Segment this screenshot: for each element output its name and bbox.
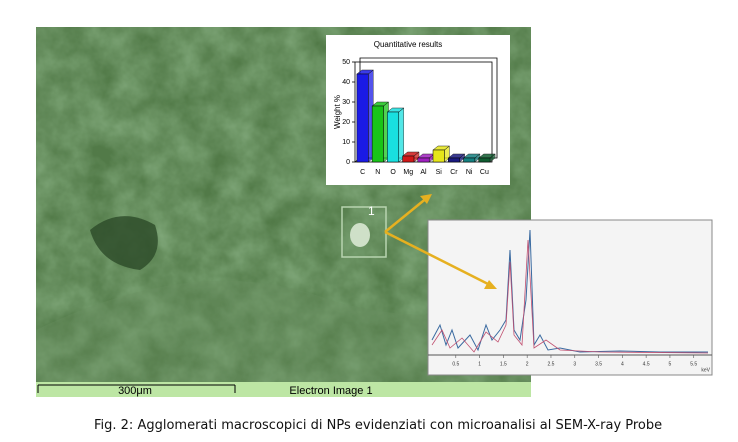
spectrum-tick-label: 3.5 [595,361,602,367]
bar [371,105,384,163]
arrow [384,230,493,288]
x-tick-label: N [375,169,380,176]
arrow [384,196,429,233]
spectrum-tick-label: 1 [478,361,481,367]
arrow-head [484,280,497,289]
marker-label: 1 [368,204,375,218]
caption-prefix: Fig. 2: [94,418,134,433]
sem-particle [350,223,370,247]
spectrum-tick-label: 2 [526,361,529,367]
bar [387,111,400,163]
info-bar [36,382,531,397]
bar [356,73,369,163]
chart-panel [326,35,510,185]
spectrum-trace [431,229,708,353]
spectrum-tick-label: 5.5 [690,361,697,367]
x-tick-label: Si [436,169,443,176]
chart: 0 10 20 30 40 50 C N O Mg Al Si Cr Ni Cu [342,57,498,176]
x-tick-label: C [360,169,365,176]
spectrum-tick-label: 4 [621,361,624,367]
y-tick-label: 10 [342,139,350,146]
sem-ridge [36,280,531,382]
arrow-head [420,194,432,204]
scale-label: 300μm [118,385,152,397]
spectrum-tick-label: 2.5 [547,361,554,367]
spectrum-tick-label: 5 [669,361,672,367]
x-tick-label: Mg [403,169,413,176]
x-tick-label: O [390,169,396,176]
bar-side [398,107,405,163]
spectrum-unit: keV [701,367,710,373]
y-tick-label: 0 [346,159,350,166]
spectrum-tick-label: 0.5 [452,361,459,367]
x-tick-label: Al [420,169,427,176]
spectrum-trace [431,239,709,354]
sem-pit [90,216,158,270]
bar [402,155,415,163]
y-tick-label: 50 [342,59,350,66]
image-label: Electron Image 1 [289,385,372,397]
spectrum-tick-label: 3 [573,361,576,367]
bar [417,157,430,163]
bar [478,157,491,163]
chart-title: Quantitative results [374,40,442,49]
bar [463,157,476,163]
bar [447,157,460,163]
bar [432,149,445,163]
caption: Fig. 2: Agglomerati macroscopici di NPs … [94,418,662,433]
y-tick-label: 30 [342,99,350,106]
y-axis-label: Weight % [333,95,342,129]
caption-text: Agglomerati macroscopici di NPs evidenzi… [137,418,663,433]
spectrum-tick-label: 1.5 [500,361,507,367]
y-tick-label: 40 [342,79,350,86]
spectrum-tick-label: 4.5 [643,361,650,367]
x-tick-label: Cu [480,169,489,176]
x-tick-label: Ni [466,169,473,176]
x-tick-label: Cr [450,169,458,176]
y-tick-label: 20 [342,119,350,126]
